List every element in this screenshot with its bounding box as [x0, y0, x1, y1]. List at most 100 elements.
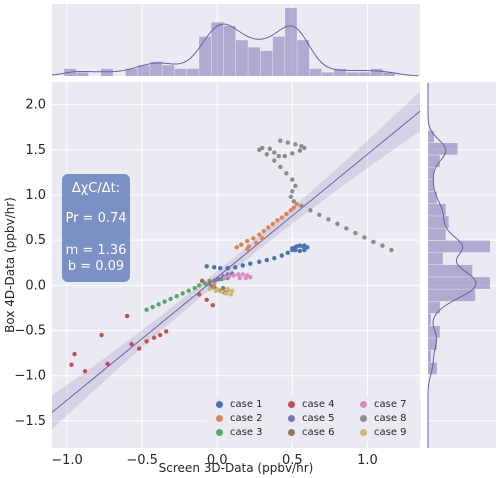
top-histogram-bar	[383, 72, 395, 76]
top-histogram-bar	[272, 36, 285, 76]
right-histogram-bar	[428, 167, 434, 180]
top-histogram-bar	[150, 61, 162, 76]
data-point	[219, 289, 224, 294]
data-point	[82, 368, 88, 374]
data-point	[272, 158, 277, 163]
data-point	[270, 221, 275, 227]
top-histogram-bar	[162, 65, 175, 76]
data-point	[335, 221, 340, 227]
legend-label: case 1	[230, 399, 263, 410]
legend-item: case 6	[288, 427, 335, 438]
data-point	[240, 263, 245, 268]
data-point	[245, 238, 250, 244]
right-kde-curve	[427, 82, 477, 448]
data-point	[230, 288, 235, 293]
right-histogram-bar	[428, 338, 437, 350]
data-point	[257, 232, 262, 237]
legend-marker	[216, 415, 223, 422]
data-point	[248, 275, 253, 280]
legend-label: case 7	[374, 399, 407, 410]
legend-marker	[360, 429, 367, 436]
y-tick-label: 0.0	[25, 278, 46, 293]
data-point	[389, 247, 394, 253]
data-point	[174, 293, 179, 299]
data-point	[197, 283, 202, 288]
top-histogram-bar	[309, 68, 322, 76]
data-point	[257, 259, 262, 265]
right-histogram-bar	[428, 179, 434, 192]
data-point	[371, 239, 376, 245]
data-point	[272, 150, 277, 155]
data-point	[297, 248, 303, 254]
data-point	[233, 265, 238, 270]
data-point	[293, 142, 298, 147]
data-point	[264, 257, 269, 263]
data-point	[284, 211, 289, 217]
data-point	[279, 253, 285, 258]
data-point	[291, 205, 297, 210]
top-histogram-bar	[137, 65, 150, 76]
data-point	[275, 218, 280, 223]
x-tick-label: 1.0	[357, 453, 378, 468]
data-point	[300, 244, 306, 249]
data-point	[136, 346, 142, 351]
data-point	[260, 236, 265, 241]
data-point	[240, 272, 245, 277]
right-histogram-bar	[428, 277, 490, 289]
y-tick-label: −1.0	[14, 369, 46, 384]
data-point	[228, 292, 233, 297]
data-point	[215, 287, 220, 293]
data-point	[207, 281, 212, 286]
data-point	[288, 194, 294, 199]
top-histogram-bar	[223, 25, 236, 76]
data-point	[282, 153, 288, 159]
legend-item: case 5	[288, 413, 335, 424]
data-point	[272, 256, 277, 261]
top-histogram-bar	[358, 72, 371, 76]
data-point	[210, 303, 215, 308]
data-point	[163, 329, 169, 334]
top-histogram-bar	[334, 68, 346, 76]
data-point	[144, 307, 149, 312]
data-point	[344, 226, 349, 231]
right-histogram-bar	[428, 301, 440, 314]
right-histogram-bar	[428, 350, 431, 363]
right-histogram-bar	[428, 252, 443, 265]
data-point	[236, 272, 241, 277]
data-point	[285, 140, 291, 145]
annotation-title: ΔχC/Δt:	[71, 181, 121, 196]
data-point	[288, 208, 294, 213]
top-histogram-bar	[260, 50, 273, 76]
data-point	[290, 177, 295, 182]
right-histogram-bar	[428, 289, 476, 302]
top-histogram-bar	[285, 8, 297, 76]
data-point	[248, 261, 253, 266]
legend-item: case 9	[360, 427, 407, 438]
data-point	[124, 313, 130, 319]
legend-marker	[360, 415, 367, 422]
legend-item: case 1	[216, 399, 263, 410]
top-histogram-bar	[125, 68, 138, 76]
x-tick-label: −1.0	[51, 453, 83, 468]
top-histogram-bar	[346, 72, 359, 76]
data-point	[180, 291, 185, 296]
data-point	[380, 243, 385, 248]
data-point	[105, 361, 110, 367]
legend-label: case 8	[374, 413, 407, 424]
data-point	[237, 275, 242, 281]
data-point	[216, 276, 221, 282]
data-point	[308, 208, 313, 213]
legend-marker	[288, 429, 295, 436]
x-tick-label: 0.0	[207, 453, 228, 468]
data-point	[293, 183, 298, 189]
data-point	[204, 264, 209, 269]
data-point	[162, 299, 167, 304]
annotation-pr: Pr = 0.74	[65, 211, 127, 226]
data-point	[245, 246, 250, 252]
top-histogram-bar	[101, 68, 113, 76]
right-histogram-bar	[428, 228, 446, 241]
legend-item: case 2	[216, 413, 263, 424]
regression-line	[51, 110, 421, 413]
data-point	[254, 240, 259, 246]
y-tick-label: 2.0	[25, 98, 46, 113]
